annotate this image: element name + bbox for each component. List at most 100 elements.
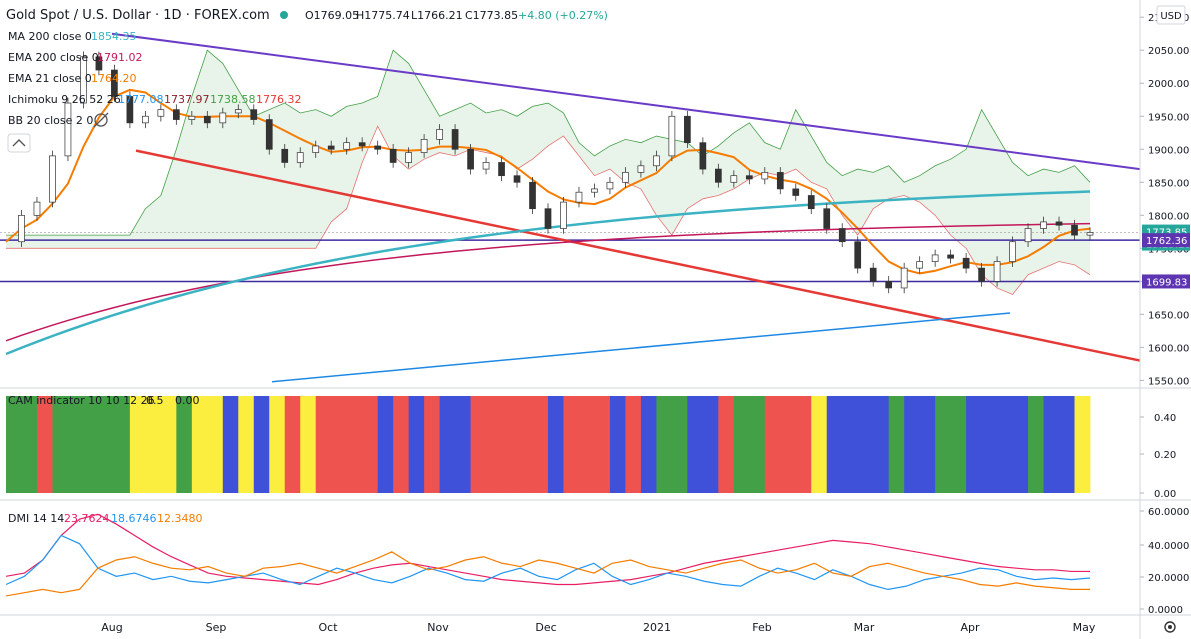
dmi-tick-label: 20.0000 [1148,573,1189,584]
candle-body [1086,232,1094,236]
candle-body [931,254,939,262]
settings-gear-icon[interactable] [1164,621,1176,633]
candle-body [312,145,320,153]
candle-body [838,228,846,243]
cam-bar [702,396,719,493]
cam-bar [795,396,812,493]
cam-bar [67,396,84,493]
cam-indicator-pane[interactable] [6,396,1091,493]
cam-bar [238,396,255,493]
candle-body [265,119,273,150]
legend-ma200-label: MA 200 close 0 [8,30,92,43]
collapse-legend-button[interactable] [7,133,31,153]
cam-bar [1012,396,1029,493]
candle-body [482,162,490,170]
cam-bar [83,396,100,493]
hide-indicator-icon[interactable] [93,112,109,128]
currency-button[interactable]: USD [1156,5,1186,25]
cam-bar [826,396,843,493]
market-status-icon [280,11,288,19]
candle-body [327,145,335,150]
candle-body [962,257,970,269]
change-value: +4.80 (+0.27%) [518,9,608,22]
cam-bar [269,396,286,493]
dmi-tick-label: 40.0000 [1148,541,1189,552]
ichimoku-span-a [6,49,1091,236]
cam-bar [609,396,626,493]
candle-body [622,172,629,183]
cam-bar [408,396,425,493]
candle-body [823,208,831,229]
legend-ema21-value: 1764.20 [91,72,137,85]
candle-body [885,280,893,289]
level-badge-text: 1699.83 [1146,277,1187,288]
cam-bar [455,396,471,493]
cam-bar [904,396,921,493]
legend-ichimoku-value-1: 1777.08 [118,93,164,106]
cam-bar [501,396,518,493]
candle-body [281,148,289,163]
candle-body [296,152,304,163]
candle-body [544,208,552,229]
candle-body [637,165,645,173]
cam-tick-label: 0.40 [1154,413,1176,424]
ohlc-low: L1766.21 [411,9,463,22]
cam-bar [578,396,595,493]
time-axis-label: Sep [206,621,227,634]
candle-body [869,267,877,282]
dmi-adx-line [5,513,1090,586]
legend-ma200-value: 1854.35 [91,30,137,43]
candle-body [575,191,583,203]
cam-bar [1074,396,1091,493]
cam-bar [981,396,998,493]
cam-bar [857,396,874,493]
cam-value-2: 0.00 [175,394,200,407]
time-axis-label: May [1073,621,1096,634]
cam-bar [563,396,580,493]
cam-bar [517,396,533,493]
price-pane[interactable] [0,32,1141,383]
legend-ema200-value: 1791.02 [97,51,143,64]
price-tick-label: 2050.00 [1148,46,1189,57]
cam-bar [52,396,69,493]
candle-body [776,172,784,190]
candle-body [1040,221,1047,229]
cam-bar [21,396,38,493]
legend-ichimoku-label: Ichimoku 9 26 52 26 [8,93,121,106]
cam-bar [129,396,146,493]
cam-bar [424,396,440,493]
cam-bar [315,396,332,493]
cam-bar [532,396,549,493]
legend-bb-label: BB 20 close 2 0 [8,114,93,127]
candle-body [64,102,72,157]
cam-bar [160,396,177,493]
cam-bar [222,396,239,493]
candle-body [993,261,1001,282]
legend-ichimoku-value-3: 1738.58 [210,93,256,106]
dmi-minus-line [5,551,1090,597]
candle-body [854,241,862,269]
cam-bar [191,396,208,493]
time-axis-label: 2021 [643,621,671,634]
candle-body [606,181,614,190]
candle-body [436,129,443,140]
candle-body [157,109,165,117]
cam-bar [997,396,1013,493]
cam-bar [145,396,162,493]
candle-body [172,109,180,120]
ohlc-open: O1769.05 [305,9,359,22]
candle-body [978,267,985,282]
dmi-pane[interactable] [5,513,1091,597]
ohlc-high: H1775.74 [356,9,410,22]
level-badge [1142,274,1190,289]
level-badge-text: 1762.36 [1146,236,1187,247]
cam-bar [1028,396,1044,493]
ichimoku-span-b [6,125,1091,296]
legend-ichimoku-value-2: 1737.97 [164,93,210,106]
candle-body [420,139,428,153]
candle-body [33,201,41,216]
cam-bar [842,396,859,493]
price-tick-label: 1600.00 [1148,343,1189,354]
